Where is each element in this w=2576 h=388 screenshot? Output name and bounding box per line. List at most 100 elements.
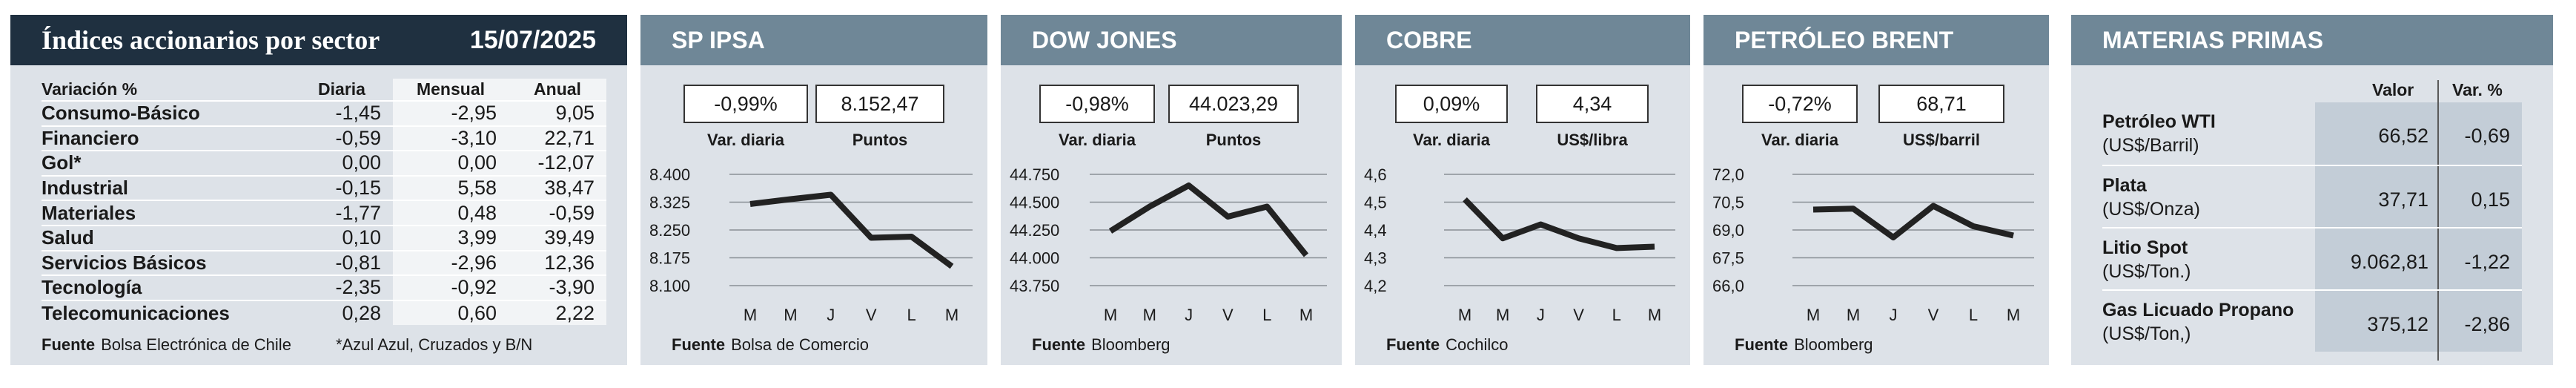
- x-tick-label: J: [1185, 306, 1193, 324]
- y-tick-label: 43.750: [1010, 277, 1059, 295]
- sector-name: Materiales: [42, 200, 291, 226]
- y-tick-label: 69,0: [1712, 221, 1744, 240]
- chart-source-label: Fuente: [672, 335, 726, 354]
- var-diaria-label: Var. diaria: [1413, 131, 1490, 149]
- chart-panel: SP IPSA 8.400 8.325 8.250 8.175 8.100 M M J V L M -0…: [640, 15, 987, 365]
- var-diaria-box: -0,98%: [1039, 85, 1155, 123]
- x-tick-label: M: [2007, 306, 2020, 324]
- chart-source-label: Fuente: [1386, 335, 1440, 354]
- materia-unit: (US$/Barril): [2102, 135, 2199, 156]
- chart-source-text: Cochilco: [1446, 335, 1509, 354]
- y-tick-label: 4,2: [1364, 277, 1387, 295]
- col-mensual: Mensual: [393, 79, 509, 101]
- materias-row: Gas Licuado Propano (US$/Ton,) 375,12 -2,86: [2102, 289, 2522, 352]
- chart-panel: PETRÓLEO BRENT 72,0 70,5 69,0 67,5 66,0 M M J V L M…: [1703, 15, 2049, 365]
- x-tick-label: M: [1299, 306, 1313, 324]
- sector-name: Financiero: [42, 125, 291, 151]
- chart-source-text: Bolsa de Comercio: [731, 335, 869, 354]
- sector-panel-title: Índices accionarios por sector: [42, 25, 380, 55]
- y-tick-label: 70,5: [1712, 194, 1744, 212]
- chart-title: PETRÓLEO BRENT: [1735, 27, 1954, 53]
- y-tick-label: 44.500: [1010, 194, 1059, 212]
- chart-source-text: Bloomberg: [1794, 335, 1873, 354]
- sector-panel-header: Índices accionarios por sector 15/07/202…: [10, 15, 627, 65]
- sector-name: Servicios Básicos: [42, 249, 291, 276]
- sector-mensual: -0,92: [393, 274, 509, 300]
- materias-divider: [2437, 80, 2439, 361]
- sector-source: Fuente Bolsa Electrónica de Chile *Azul Az…: [42, 335, 532, 355]
- var-diaria-label: Var. diaria: [1761, 131, 1838, 149]
- y-tick-label: 8.100: [649, 277, 690, 295]
- sector-anual: -0,59: [509, 200, 606, 226]
- sector-diaria: -2,35: [291, 274, 393, 300]
- sector-name: Gol*: [42, 150, 291, 176]
- var-diaria-box: -0,99%: [683, 85, 808, 123]
- materia-unit: (US$/Ton,): [2102, 323, 2191, 344]
- sector-anual: 39,49: [509, 224, 606, 251]
- chart-source: Fuente Bloomberg: [1735, 335, 1873, 355]
- chart-source: Fuente Bloomberg: [1032, 335, 1171, 355]
- y-tick-label: 8.325: [649, 194, 690, 212]
- materias-row: Petróleo WTI (US$/Barril) 66,52 -0,69: [2102, 102, 2522, 165]
- sector-name: Industrial: [42, 174, 291, 201]
- materias-primas-header: MATERIAS PRIMAS: [2071, 15, 2553, 65]
- sector-diaria: 0,28: [291, 299, 393, 326]
- series-line: [1108, 183, 1309, 257]
- level-box: 44.023,29: [1168, 85, 1299, 123]
- materia-name: Plata: [2102, 175, 2147, 196]
- sector-diaria: -1,45: [291, 100, 393, 126]
- sector-diaria: -0,15: [291, 174, 393, 201]
- chart-header: DOW JONES: [1001, 15, 1342, 65]
- sector-row: Servicios Básicos -0,81 -2,96 12,36: [42, 249, 606, 276]
- x-tick-label: L: [1969, 306, 1978, 324]
- x-tick-label: M: [1847, 306, 1860, 324]
- y-tick-label: 72,0: [1712, 165, 1744, 184]
- sector-row: Financiero -0,59 -3,10 22,71: [42, 125, 606, 151]
- materia-name: Litio Spot: [2102, 237, 2188, 258]
- materia-valor: 9.062,81: [2350, 251, 2428, 273]
- x-tick-label: J: [1537, 306, 1545, 324]
- x-tick-label: M: [1143, 306, 1156, 324]
- x-tick-label: M: [1648, 306, 1661, 324]
- sector-diaria: 0,10: [291, 224, 393, 251]
- x-tick-label: J: [827, 306, 835, 324]
- sector-table-header: Variación % Diaria Mensual Anual: [42, 79, 606, 101]
- col-valor: Valor: [2372, 80, 2414, 99]
- sector-source-label: Fuente: [42, 335, 96, 354]
- chart-panel: COBRE 4,6 4,5 4,4 4,3 4,2 M M J V L M 0,09% 4,34 Var. …: [1355, 15, 1690, 365]
- x-tick-label: V: [1928, 306, 1939, 324]
- sector-mensual: 0,00: [393, 150, 509, 176]
- chart-title: SP IPSA: [672, 27, 765, 53]
- chart-header: PETRÓLEO BRENT: [1703, 15, 2049, 65]
- line-chart: 8.400 8.325 8.250 8.175 8.100 M M J V L M: [649, 165, 973, 324]
- x-tick-label: M: [1104, 306, 1117, 324]
- sector-mensual: 0,60: [393, 299, 509, 326]
- sector-mensual: 5,58: [393, 174, 509, 201]
- sector-mensual: -2,95: [393, 100, 509, 126]
- sector-row: Industrial -0,15 5,58 38,47: [42, 174, 606, 201]
- col-variacion: Variación %: [42, 79, 138, 99]
- x-tick-label: M: [1458, 306, 1471, 324]
- level-box: 4,34: [1536, 85, 1649, 123]
- x-tick-label: L: [1262, 306, 1271, 324]
- materias-primas-panel: MATERIAS PRIMAS Valor Var. % Petróleo WT…: [2071, 15, 2553, 365]
- sector-row: Telecomunicaciones 0,28 0,60 2,22: [42, 299, 606, 326]
- sector-diaria: -0,81: [291, 249, 393, 276]
- x-tick-label: M: [784, 306, 797, 324]
- y-tick-label: 8.400: [649, 165, 690, 184]
- chart-header: SP IPSA: [640, 15, 987, 65]
- sector-diaria: -0,59: [291, 125, 393, 151]
- materia-unit: (US$/Ton.): [2102, 261, 2191, 282]
- sector-anual: -12,07: [509, 150, 606, 176]
- sector-mensual: -3,10: [393, 125, 509, 151]
- chart-title: DOW JONES: [1032, 27, 1177, 53]
- col-diaria: Diaria: [318, 79, 365, 99]
- materias-row: Plata (US$/Onza) 37,71 0,15: [2102, 165, 2522, 227]
- chart-title: COBRE: [1386, 27, 1472, 53]
- var-diaria-label: Var. diaria: [1059, 131, 1136, 149]
- col-anual: Anual: [509, 79, 606, 101]
- chart-source-label: Fuente: [1032, 335, 1086, 354]
- x-tick-label: V: [1222, 306, 1234, 324]
- sector-mensual: 3,99: [393, 224, 509, 251]
- y-tick-label: 8.250: [649, 221, 690, 240]
